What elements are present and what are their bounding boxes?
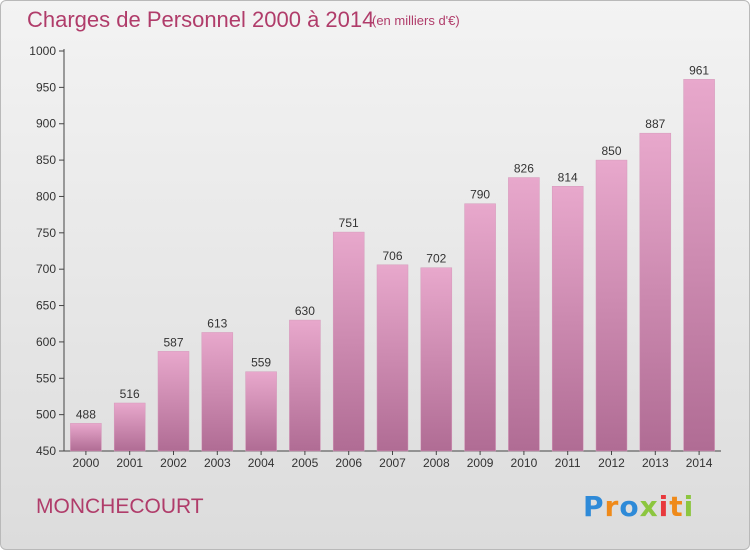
bar-value-label: 559	[251, 356, 271, 370]
bar-value-label: 706	[382, 249, 402, 263]
bar	[157, 351, 190, 452]
y-tick-label: 800	[36, 189, 56, 203]
x-tick-label: 2008	[423, 456, 450, 470]
bar	[332, 231, 365, 452]
y-tick-label: 650	[36, 299, 56, 313]
bar	[420, 267, 453, 452]
bar	[201, 332, 234, 452]
bar-value-label: 613	[207, 316, 227, 330]
x-tick-label: 2003	[204, 456, 231, 470]
logo-letter: t	[669, 490, 684, 523]
bar-value-label: 516	[120, 387, 140, 401]
bar-value-label: 814	[558, 170, 578, 184]
bar	[683, 79, 715, 452]
y-tick-label: 950	[36, 80, 56, 94]
y-tick-label: 600	[36, 335, 56, 349]
y-tick-label: 450	[36, 444, 56, 458]
bar	[376, 264, 409, 452]
logo-letter: o	[619, 490, 640, 523]
x-tick-label: 2007	[379, 456, 406, 470]
y-tick-label: 700	[36, 262, 56, 276]
bar	[595, 159, 628, 452]
commune-name: MONCHECOURT	[36, 495, 204, 518]
y-tick-label: 850	[36, 153, 56, 167]
chart-title: Charges de Personnel 2000 à 2014	[27, 7, 375, 32]
logo-letter: i	[683, 490, 695, 523]
bar-value-label: 826	[514, 162, 534, 176]
y-tick-label: 750	[36, 226, 56, 240]
y-tick-label: 1000	[29, 44, 56, 58]
bar-value-label: 751	[339, 216, 359, 230]
y-tick-label: 500	[36, 408, 56, 422]
logo-letter: x	[639, 490, 659, 523]
x-tick-label: 2004	[248, 456, 275, 470]
chart-subtitle: (en milliers d'€)	[372, 13, 460, 28]
bar-value-label: 702	[426, 252, 446, 266]
bar	[113, 402, 146, 452]
bar	[551, 186, 584, 452]
bar	[245, 371, 277, 452]
x-tick-label: 2013	[642, 456, 669, 470]
bar	[508, 177, 540, 452]
y-tick-label: 900	[36, 117, 56, 131]
x-tick-label: 2006	[335, 456, 362, 470]
x-tick-label: 2002	[160, 456, 187, 470]
logo-letter: i	[658, 490, 670, 523]
logo-letter: r	[604, 490, 620, 523]
x-tick-label: 2001	[116, 456, 143, 470]
x-tick-label: 2014	[686, 456, 713, 470]
y-tick-label: 550	[36, 371, 56, 385]
proxiti-logo[interactable]: Proxiti	[583, 490, 694, 523]
bar-value-label: 790	[470, 188, 490, 202]
x-tick-label: 2005	[292, 456, 319, 470]
x-tick-label: 2012	[598, 456, 625, 470]
bar	[289, 319, 321, 452]
bar-value-label: 488	[76, 407, 96, 421]
logo-letter: P	[583, 490, 605, 523]
x-tick-label: 2000	[73, 456, 100, 470]
x-tick-label: 2009	[467, 456, 494, 470]
x-tick-label: 2010	[511, 456, 538, 470]
bar	[639, 132, 672, 452]
x-tick-label: 2011	[555, 456, 581, 470]
bar-value-label: 850	[601, 144, 621, 158]
bar-value-label: 887	[645, 117, 665, 131]
bar-value-label: 630	[295, 304, 315, 318]
bar-value-label: 961	[689, 63, 709, 77]
bar	[70, 423, 102, 452]
bar-value-label: 587	[163, 335, 183, 349]
bar	[464, 203, 496, 452]
